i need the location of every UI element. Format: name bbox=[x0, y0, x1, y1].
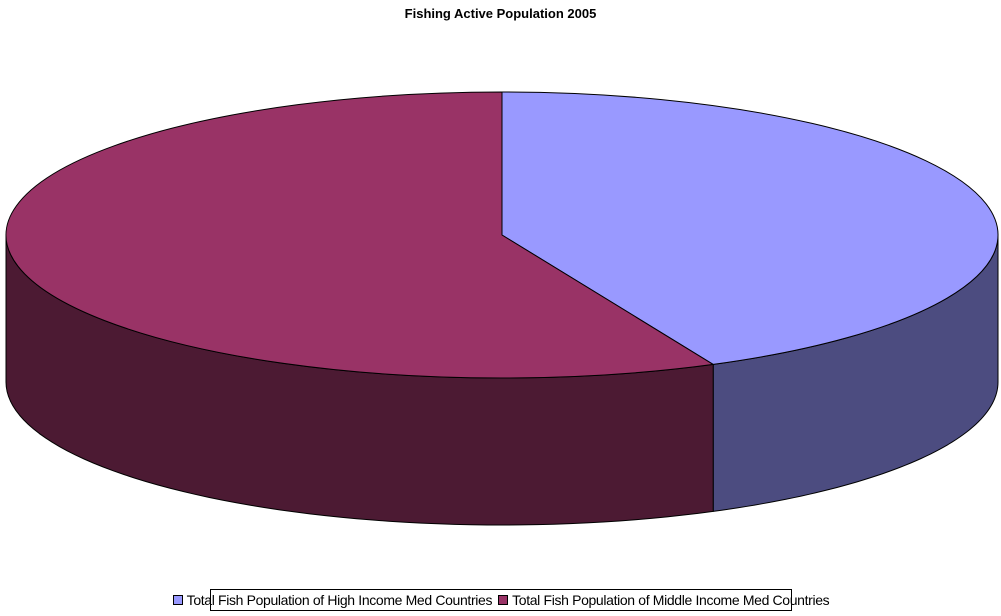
legend-label-middle-income: Total Fish Population of Middle Income M… bbox=[512, 592, 830, 608]
pie-slice-0 bbox=[501, 91, 999, 365]
legend-item-middle-income: Total Fish Population of Middle Income M… bbox=[498, 592, 830, 608]
legend-swatch-middle-income bbox=[498, 595, 509, 605]
pie-sides bbox=[5, 234, 999, 526]
pie-tops bbox=[5, 91, 999, 379]
legend-label-high-income: Total Fish Population of High Income Med… bbox=[186, 592, 493, 608]
legend: Total Fish Population of High Income Med… bbox=[172, 589, 830, 611]
legend-item-high-income: Total Fish Population of High Income Med… bbox=[172, 592, 493, 608]
pie-slice-1 bbox=[5, 91, 714, 379]
legend-swatch-high-income bbox=[172, 595, 183, 605]
chart-title: Fishing Active Population 2005 bbox=[404, 6, 597, 21]
